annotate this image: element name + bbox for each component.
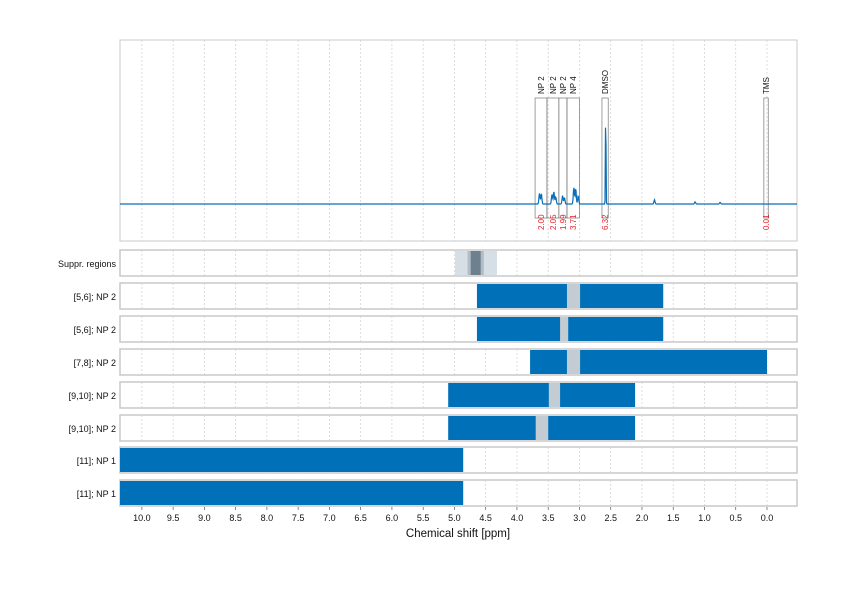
- integral-value: 0.01: [762, 214, 771, 230]
- integral-value: 3.71: [569, 214, 578, 230]
- spectrum-line: [120, 127, 797, 205]
- spectrum-frame: [119, 39, 798, 242]
- x-tick-label: 9.0: [198, 513, 211, 523]
- x-tick-label: 8.0: [261, 513, 274, 523]
- x-tick-label: 0.0: [761, 513, 774, 523]
- x-tick-label: 1.5: [667, 513, 680, 523]
- x-tick-label: 4.0: [511, 513, 524, 523]
- x-tick-label: 8.5: [229, 513, 242, 523]
- x-tick-label: 4.5: [479, 513, 492, 523]
- annotation-label: NP 2: [537, 76, 546, 94]
- range-bar: [530, 350, 767, 374]
- x-tick-label: 3.0: [573, 513, 586, 523]
- annotation-label: NP 2: [559, 76, 568, 94]
- range-rows: Suppr. regions [5,6]; NP 2 [5,6]; NP 2 [7,8…: [58, 249, 798, 507]
- x-tick-label: 9.5: [167, 513, 180, 523]
- annotation-box: [763, 97, 769, 219]
- range-gap: [566, 284, 581, 308]
- x-tick-label: 5.5: [417, 513, 430, 523]
- x-tick-label: 0.5: [729, 513, 742, 523]
- row-frame: [119, 315, 798, 343]
- row-label: Suppr. regions: [58, 259, 117, 269]
- integral-value: 2.05: [549, 214, 558, 230]
- x-tick-label: 6.5: [354, 513, 367, 523]
- spectrum-panel: NP 2 2.00 NP 2 2.05 NP 2 1.99 NP 4 3.71 DMSO 6.32…: [119, 39, 798, 242]
- x-axis: 10.0 9.5 9.0 8.5 8.0 7.5 7.0 6.5 6.0 5.5 5.0 4.5 4.0…: [133, 507, 773, 523]
- annotation-box: [566, 97, 580, 219]
- suppr-dark-region: [470, 251, 481, 275]
- annotation-label: NP 4: [569, 76, 578, 94]
- x-tick-label: 6.0: [386, 513, 399, 523]
- x-tick-label: 1.0: [698, 513, 711, 523]
- range-bar: [120, 448, 464, 472]
- integral-value: 2.00: [537, 214, 546, 230]
- x-tick-label: 10.0: [133, 513, 151, 523]
- x-tick-label: 3.5: [542, 513, 555, 523]
- row-label: [5,6]; NP 2: [74, 292, 116, 302]
- row-label: [5,6]; NP 2: [74, 325, 116, 335]
- range-gap: [548, 383, 561, 407]
- integral-value: 1.99: [559, 214, 568, 230]
- range-bar: [120, 481, 464, 505]
- x-tick-label: 5.0: [448, 513, 461, 523]
- x-tick-label: 2.0: [636, 513, 649, 523]
- row-frame: [119, 282, 798, 310]
- row-label: [9,10]; NP 2: [69, 391, 116, 401]
- x-tick-label: 7.5: [292, 513, 305, 523]
- range-gap: [566, 350, 581, 374]
- row-label: [9,10]; NP 2: [69, 424, 116, 434]
- range-bar: [476, 317, 664, 341]
- range-gap: [535, 416, 549, 440]
- row-label: [7,8]; NP 2: [74, 358, 116, 368]
- x-tick-label: 7.0: [323, 513, 336, 523]
- range-bar: [448, 383, 636, 407]
- annotation-label: NP 2: [549, 76, 558, 94]
- integral-value: 6.32: [601, 214, 610, 230]
- range-gap: [560, 317, 569, 341]
- row-label: [11]; NP 1: [77, 489, 116, 499]
- annotation-box: [601, 97, 609, 219]
- annotation-label: DMSO: [601, 70, 610, 94]
- x-axis-label: Chemical shift [ppm]: [406, 528, 510, 540]
- row-label: [11]; NP 1: [77, 456, 116, 466]
- x-tick-label: 2.5: [604, 513, 617, 523]
- annotation-label: TMS: [762, 77, 771, 94]
